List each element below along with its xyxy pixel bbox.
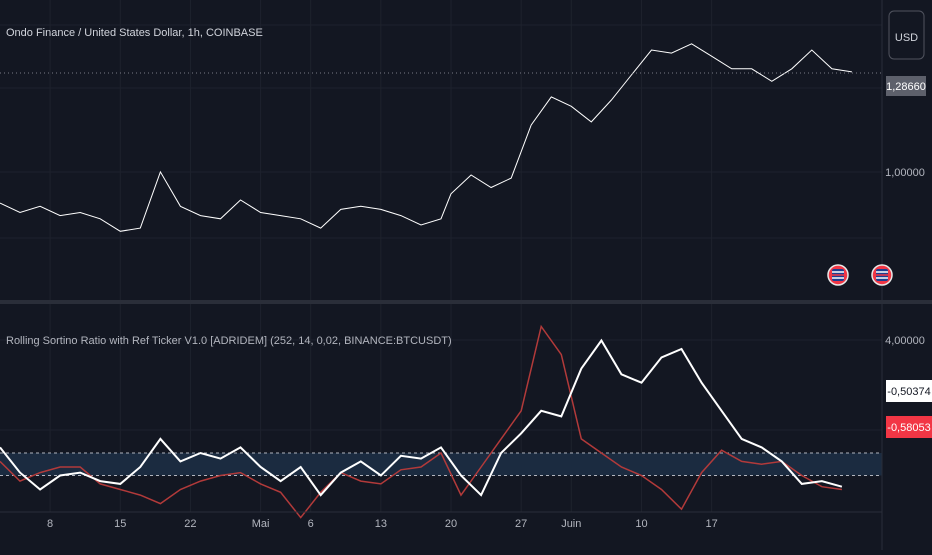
indicator-title: Rolling Sortino Ratio with Ref Ticker V1… (6, 335, 452, 347)
x-tick-label: 13 (375, 518, 387, 530)
x-tick-label: 10 (635, 518, 647, 530)
flag-icon[interactable] (871, 264, 893, 286)
x-tick-label: 8 (47, 518, 53, 530)
last-price-label: 1,28660 (886, 81, 926, 93)
x-tick-label: 6 (308, 518, 314, 530)
chart-title: Ondo Finance / United States Dollar, 1h,… (6, 27, 263, 39)
ref-series-line (0, 324, 843, 519)
x-tick-label: 17 (705, 518, 717, 530)
x-tick-label: 15 (114, 518, 126, 530)
threshold-band (0, 452, 882, 476)
x-axis-ticks: 8 15 22 Mai 6 13 20 27 Juin 10 17 (47, 518, 718, 530)
last-price-badge (886, 76, 926, 96)
x-tick-label: 20 (445, 518, 457, 530)
band-layer (0, 452, 882, 476)
ref-value-badge (886, 416, 932, 438)
series-lines (0, 43, 882, 519)
x-tick-label: 22 (184, 518, 196, 530)
grid-lines (0, 0, 882, 512)
ref-value-label: -0,58053 (887, 422, 930, 434)
sortino-value-badge (886, 380, 932, 402)
pane-separator[interactable] (0, 300, 932, 304)
indicator-tick-label: 4,00000 (885, 335, 925, 347)
currency-button[interactable] (888, 10, 925, 60)
sortino-value-label: -0,50374 (887, 386, 930, 398)
price-tick-label: 1,00000 (885, 167, 925, 179)
price-series-line (0, 43, 852, 232)
currency-label: USD (895, 32, 918, 44)
x-tick-label: 27 (515, 518, 527, 530)
x-tick-label: Juin (561, 518, 581, 530)
sortino-series-line (0, 338, 843, 497)
flag-icon[interactable] (827, 264, 849, 286)
x-tick-label: Mai (252, 518, 270, 530)
